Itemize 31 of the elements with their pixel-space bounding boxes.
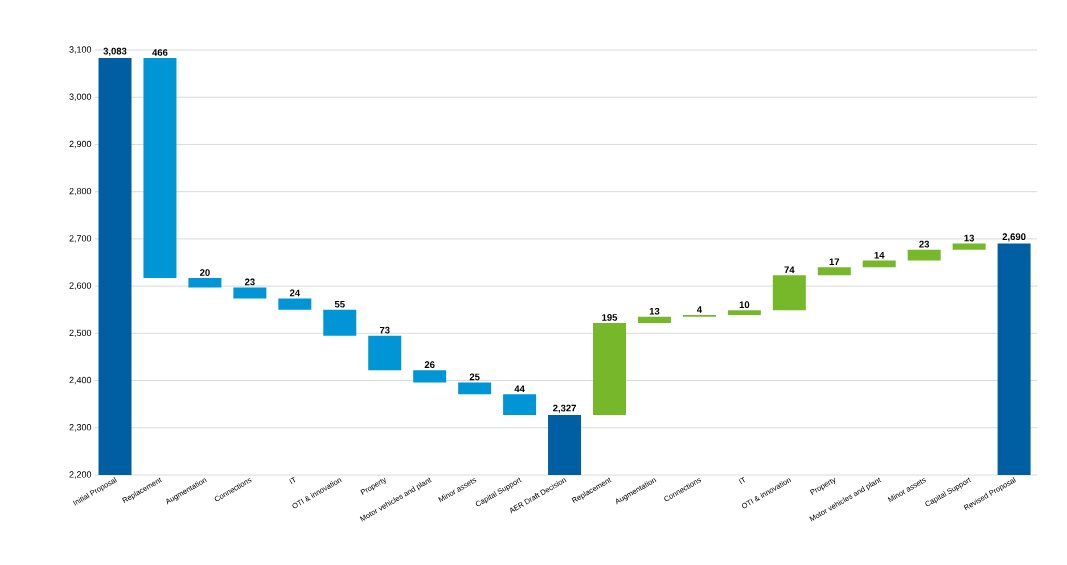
data-label: 44 <box>514 385 525 393</box>
data-label: 2,327 <box>553 404 576 413</box>
data-label: 55 <box>334 300 345 308</box>
data-label: 3,083 <box>103 47 127 56</box>
data-label: 195 <box>602 314 618 321</box>
data-label: 14 <box>874 251 885 259</box>
y-tick-label: 2,700 <box>69 235 92 243</box>
y-tick-label: 2,200 <box>69 471 92 479</box>
data-label: 2,690 <box>1002 233 1026 242</box>
y-tick-label: 2,300 <box>69 424 92 432</box>
data-label: 23 <box>919 240 930 248</box>
data-label: 4 <box>696 306 702 313</box>
y-tick-label: 3,000 <box>69 93 92 101</box>
data-label: 74 <box>784 266 795 274</box>
data-label: 10 <box>739 301 750 308</box>
data-label: 466 <box>152 49 168 56</box>
y-tick-label: 2,400 <box>69 376 92 385</box>
y-tick-label: 2,900 <box>69 140 92 149</box>
y-tick-label: 2,800 <box>69 187 92 196</box>
data-label: 73 <box>379 326 390 334</box>
data-label: 23 <box>244 278 255 286</box>
data-label: 20 <box>199 269 210 276</box>
data-label: 17 <box>829 258 840 266</box>
data-label: 13 <box>964 234 975 242</box>
data-label: 13 <box>649 307 660 315</box>
y-tick-label: 2,600 <box>69 282 92 290</box>
data-label: 26 <box>424 361 435 368</box>
data-label: 25 <box>469 373 480 381</box>
data-label: 24 <box>289 289 301 297</box>
y-tick-label: 2,500 <box>69 329 92 338</box>
y-tick-label: 3,100 <box>69 46 92 54</box>
